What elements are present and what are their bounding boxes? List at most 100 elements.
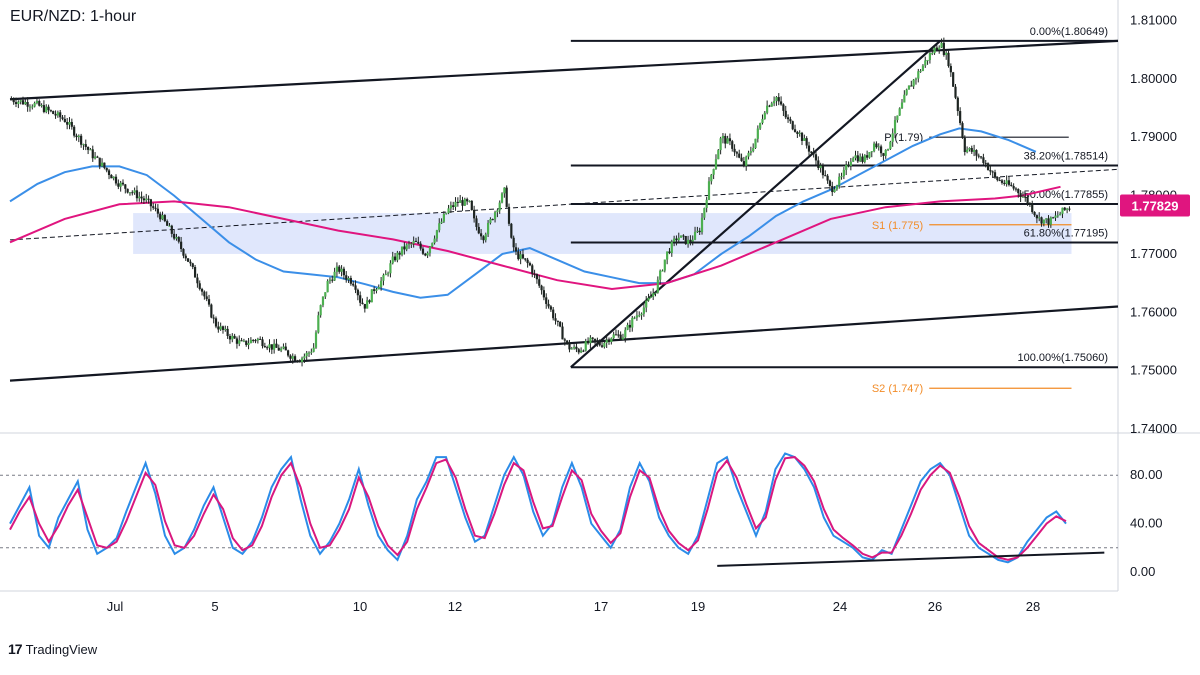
candle-body (503, 187, 506, 194)
candle-body (196, 277, 199, 284)
candle-body (235, 338, 239, 344)
candle-body (312, 347, 315, 352)
candle-body (698, 230, 701, 233)
candle-body (679, 235, 683, 238)
candle-body (749, 151, 752, 153)
candle-body (842, 169, 845, 177)
candle-body (554, 318, 557, 321)
candle-body (386, 273, 390, 275)
candle-body (105, 167, 108, 171)
time-axis-tick: Jul (107, 599, 124, 614)
candle-body (633, 317, 636, 319)
candle-body (684, 236, 687, 245)
candle-body (405, 244, 408, 250)
candle-body (719, 138, 722, 151)
candle-body (961, 123, 964, 138)
pivot-label: S1 (1.775) (872, 220, 923, 232)
candle-body (898, 108, 901, 116)
candle-body (959, 111, 962, 124)
candle-body (1068, 208, 1071, 210)
candle-body (1066, 208, 1069, 210)
candle-body (754, 138, 757, 149)
candle-body (468, 200, 471, 202)
candle-body (173, 233, 176, 239)
candle-body (277, 347, 280, 351)
candle-body (621, 337, 625, 340)
candle-body (742, 161, 745, 166)
candle-body (900, 102, 904, 109)
candle-body (773, 100, 776, 104)
candle-body (205, 296, 208, 300)
candle-body (605, 339, 608, 343)
candle-body (470, 200, 473, 211)
trend-line (9, 305, 1119, 382)
candle-body (826, 175, 829, 181)
candle-body (1031, 204, 1034, 212)
candle-body (184, 255, 187, 259)
candle-body (893, 120, 897, 134)
candle-body (593, 338, 597, 342)
candle-body (491, 219, 494, 221)
candle-body (682, 235, 685, 237)
candle-body (686, 239, 690, 245)
candle-body (270, 344, 273, 350)
tradingview-logo[interactable]: 17 TradingView (8, 641, 97, 657)
candle-body (389, 263, 392, 274)
candle-body (619, 334, 622, 340)
candle-body (14, 102, 18, 104)
candle-body (940, 42, 943, 48)
candle-body (1000, 180, 1004, 183)
candle-body (910, 85, 913, 87)
candle-body (140, 196, 143, 199)
candle-body (91, 149, 94, 159)
candle-body (654, 292, 657, 294)
candles (10, 37, 1071, 367)
candle-body (340, 268, 343, 272)
candle-body (673, 238, 676, 242)
price-axis-tick: 1.79000 (1130, 129, 1177, 144)
candle-body (714, 159, 718, 170)
candle-body (377, 287, 380, 290)
candle-body (505, 187, 508, 207)
candle-body (831, 185, 834, 193)
candle-body (61, 117, 64, 119)
candle-body (540, 285, 543, 291)
candle-body (614, 334, 618, 336)
candle-body (1061, 207, 1064, 214)
candle-body (596, 341, 599, 343)
candle-body (675, 238, 678, 241)
candle-body (521, 254, 525, 259)
candle-body (352, 283, 355, 286)
candle-body (349, 278, 352, 284)
dashed-trend-line (9, 168, 1119, 241)
candle-body (570, 348, 573, 350)
candle-body (68, 121, 71, 125)
candle-body (635, 315, 639, 318)
candle-body (707, 181, 711, 200)
candle-body (907, 85, 911, 90)
candle-body (393, 256, 397, 261)
candle-body (1026, 197, 1029, 204)
candle-body (642, 307, 645, 314)
candle-body (100, 162, 104, 167)
candle-body (693, 231, 697, 240)
candle-body (207, 299, 211, 305)
candle-body (903, 94, 906, 103)
fib-level-label: 50.00%(1.77855) (1024, 189, 1108, 201)
candle-body (461, 200, 464, 206)
candle-body (919, 70, 922, 72)
candle-body (324, 292, 327, 297)
candle-body (131, 192, 134, 194)
candle-body (49, 110, 53, 112)
candle-body (335, 266, 339, 272)
candle-body (996, 176, 999, 181)
candle-body (856, 155, 859, 162)
candle-body (879, 146, 883, 154)
candle-body (514, 247, 518, 252)
candle-body (828, 180, 832, 186)
fib-level-label: 38.20%(1.78514) (1024, 151, 1108, 163)
candle-body (663, 259, 666, 271)
candle-body (87, 147, 90, 150)
candle-body (547, 303, 550, 307)
